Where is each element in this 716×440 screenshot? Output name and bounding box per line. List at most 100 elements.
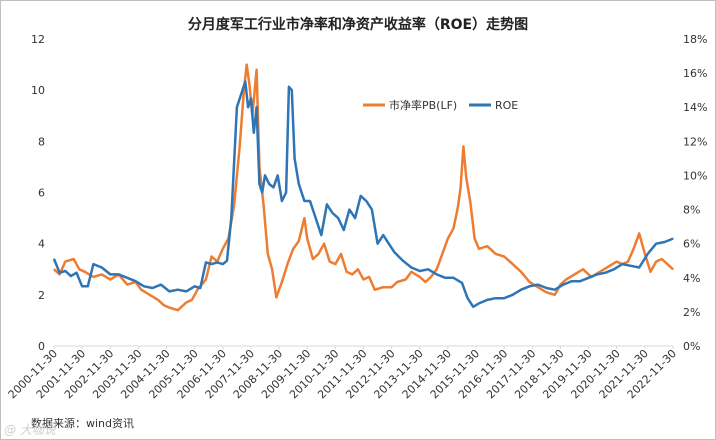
data-point bbox=[303, 200, 305, 202]
data-point bbox=[382, 286, 384, 288]
data-point bbox=[452, 277, 455, 279]
y-left-tick-label: 0 bbox=[38, 340, 45, 353]
data-point bbox=[537, 284, 539, 286]
data-point bbox=[588, 277, 590, 279]
data-point bbox=[53, 258, 55, 260]
data-point bbox=[537, 286, 539, 288]
y-left-tick-label: 12 bbox=[31, 33, 45, 46]
data-point bbox=[472, 306, 474, 308]
data-point bbox=[545, 291, 548, 293]
data-point bbox=[59, 273, 61, 275]
data-point bbox=[317, 253, 320, 255]
data-source-note: 数据来源：wind资讯 bbox=[31, 417, 135, 430]
data-point bbox=[478, 248, 480, 250]
data-point bbox=[436, 273, 438, 275]
data-point bbox=[267, 253, 269, 255]
data-point bbox=[326, 203, 328, 205]
data-point bbox=[495, 297, 497, 299]
data-point bbox=[253, 132, 255, 134]
data-point bbox=[627, 261, 629, 263]
data-point bbox=[205, 278, 207, 281]
data-point bbox=[75, 272, 78, 274]
data-point bbox=[441, 253, 443, 255]
data-point bbox=[374, 289, 376, 291]
data-point bbox=[351, 273, 353, 275]
y-right-tick-label: 10% bbox=[683, 169, 707, 182]
data-point bbox=[427, 268, 429, 270]
data-point bbox=[621, 263, 624, 265]
series-pb bbox=[53, 63, 674, 312]
data-point bbox=[64, 261, 66, 263]
data-point bbox=[362, 278, 365, 281]
data-point bbox=[655, 243, 657, 245]
data-point bbox=[467, 297, 469, 299]
data-point bbox=[323, 243, 325, 245]
data-point bbox=[329, 261, 331, 263]
data-point bbox=[469, 202, 471, 204]
data-point bbox=[294, 157, 296, 159]
data-point bbox=[424, 281, 426, 283]
data-point bbox=[233, 204, 235, 206]
data-point bbox=[340, 253, 342, 255]
data-point bbox=[264, 174, 266, 176]
data-point bbox=[118, 273, 120, 275]
data-point bbox=[168, 307, 170, 309]
data-point bbox=[78, 268, 80, 270]
data-point bbox=[211, 255, 213, 258]
data-point bbox=[461, 282, 463, 284]
data-point bbox=[520, 271, 522, 273]
data-point bbox=[275, 296, 277, 298]
data-point bbox=[101, 266, 103, 269]
data-point bbox=[382, 234, 384, 236]
data-point bbox=[81, 285, 83, 287]
data-point bbox=[545, 287, 548, 289]
data-point bbox=[109, 278, 111, 281]
data-point bbox=[239, 145, 241, 147]
data-point bbox=[157, 299, 159, 301]
legend-label: 市净率PB(LF) bbox=[389, 98, 457, 112]
data-point bbox=[268, 183, 270, 185]
data-point bbox=[199, 287, 201, 289]
data-point bbox=[393, 251, 395, 253]
data-point bbox=[216, 261, 218, 263]
data-point bbox=[263, 204, 265, 206]
data-point bbox=[222, 263, 224, 265]
data-point bbox=[298, 240, 300, 242]
data-point bbox=[168, 290, 170, 292]
data-point bbox=[277, 174, 279, 176]
y-left-tick-label: 10 bbox=[31, 84, 45, 97]
series-line bbox=[53, 63, 674, 312]
data-point bbox=[512, 294, 514, 296]
data-point bbox=[160, 284, 162, 286]
data-point bbox=[211, 263, 213, 265]
data-point bbox=[478, 302, 480, 304]
data-point bbox=[288, 86, 290, 88]
data-point bbox=[661, 258, 663, 260]
data-point bbox=[196, 289, 199, 291]
y-left-tick-label: 4 bbox=[38, 238, 45, 251]
data-point bbox=[360, 195, 362, 197]
data-point bbox=[436, 268, 438, 270]
data-point bbox=[452, 227, 455, 229]
data-point bbox=[396, 281, 398, 283]
data-point bbox=[371, 209, 373, 211]
y-right-tick-label: 14% bbox=[683, 101, 707, 114]
data-point bbox=[405, 278, 407, 281]
data-point bbox=[298, 183, 300, 185]
series-line bbox=[52, 80, 674, 309]
data-point bbox=[140, 289, 142, 291]
y-left-tick-label: 8 bbox=[38, 135, 45, 148]
data-point bbox=[520, 289, 522, 291]
data-point bbox=[616, 261, 618, 263]
data-point bbox=[191, 299, 193, 301]
data-point bbox=[59, 272, 61, 274]
data-point bbox=[205, 261, 207, 263]
data-point bbox=[185, 301, 187, 304]
data-point bbox=[630, 265, 632, 267]
data-point bbox=[633, 248, 635, 250]
data-point bbox=[292, 248, 294, 250]
data-point bbox=[579, 280, 581, 282]
data-point bbox=[177, 309, 179, 311]
